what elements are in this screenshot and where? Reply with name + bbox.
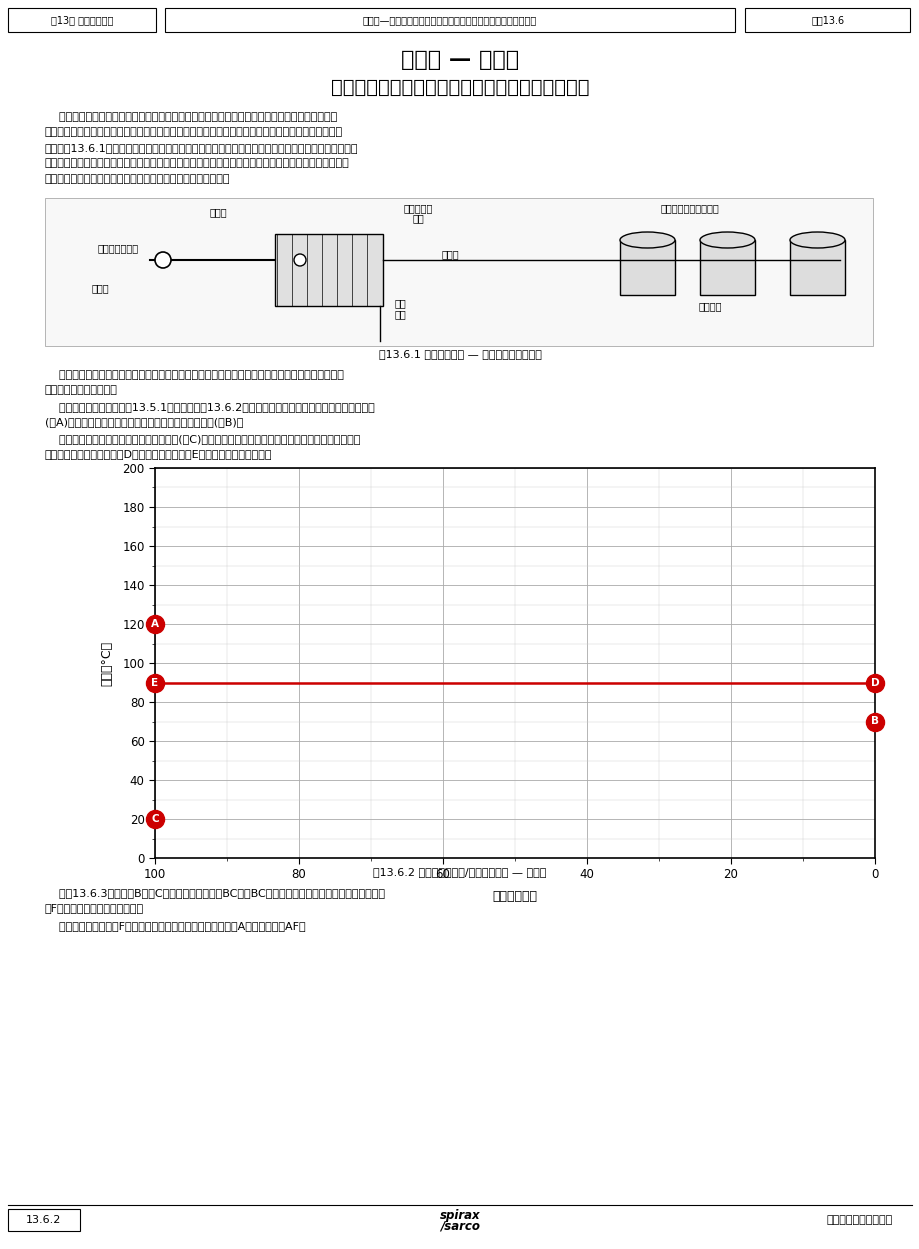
Text: B: B (870, 717, 878, 727)
Text: 热水: 热水 (412, 214, 424, 224)
Text: E: E (152, 677, 158, 687)
Bar (8, 1209, 80, 1232)
Text: 罐或槽提供供热水的系统。每个罐通过一个开关控制的球阀或调节阀控制，进入的热水不再返回到换热: 罐或槽提供供热水的系统。每个罐通过一个开关控制的球阀或调节阀控制，进入的热水不再… (45, 127, 343, 137)
Text: 二次侧流体入口和出口温度恒定、流量改变的状况: 二次侧流体入口和出口温度恒定、流量改变的状况 (331, 77, 588, 96)
Text: 于F点，代表二次侧的平均温度。: 于F点，代表二次侧的平均温度。 (45, 903, 144, 913)
Text: 失流图 — 适用于: 失流图 — 适用于 (401, 50, 518, 70)
Text: C: C (151, 814, 159, 824)
Text: (点A)。在右侧纵轴上标出需要的二次侧流体的出口温度(点B)。: (点A)。在右侧纵轴上标出需要的二次侧流体的出口温度(点B)。 (45, 417, 244, 427)
Text: 第13章 冷凝水的排除: 第13章 冷凝水的排除 (51, 15, 113, 25)
Ellipse shape (619, 232, 675, 249)
Bar (45, 199, 872, 346)
Text: 并不是所有的换热器在运行时二次侧流体的流量都是恒定的。一些典型的应用，例如为几台制程: 并不是所有的换热器在运行时二次侧流体的流量都是恒定的。一些典型的应用，例如为几台… (45, 112, 337, 122)
Bar (699, 240, 754, 295)
Circle shape (154, 252, 171, 269)
Text: 失流图同样也可以适用于这类系统，但其绘制方法与二次侧流体流量恒定系统的失流图有稍微的不: 失流图同样也可以适用于这类系统，但其绘制方法与二次侧流体流量恒定系统的失流图有稍… (45, 370, 344, 380)
Y-axis label: 温度（°C）: 温度（°C） (101, 641, 114, 686)
Text: A: A (151, 620, 159, 629)
Ellipse shape (789, 232, 844, 249)
Text: 感应器: 感应器 (441, 249, 459, 259)
Text: 失流图—适用于二次侧流体入口和出口温度恒定，流量改变的状况: 失流图—适用于二次侧流体入口和出口温度恒定，流量改变的状况 (362, 15, 537, 25)
Bar (165, 7, 734, 32)
Text: 如图13.6.3，连接点B和点C构成二次侧的负荷线BC。在BC线的中点处绘制一水平线与右侧纵轴相交: 如图13.6.3，连接点B和点C构成二次侧的负荷线BC。在BC线的中点处绘制一水… (45, 888, 384, 898)
Text: 从二次侧平均温度点F处作一直线与换热器满负荷时的温度点A相连，构成线AF。: 从二次侧平均温度点F处作一直线与换热器满负荷时的温度点A相连，构成线AF。 (45, 921, 305, 931)
Text: 在左侧纵轴上标出二次侧流体的入口温度(点C)。同时需要在图上标出一条水平线，代表系统的背压。: 在左侧纵轴上标出二次侧流体的入口温度(点C)。同时需要在图上标出一条水平线，代表… (45, 433, 360, 443)
Text: spirax: spirax (439, 1209, 480, 1222)
Text: 蒸汽和冷凝水系统手册: 蒸汽和冷凝水系统手册 (826, 1215, 892, 1225)
Bar (619, 240, 675, 295)
Text: 该水平线与右侧纵轴交于点D，与左侧纵轴交于点E，两点对应的温度相同。: 该水平线与右侧纵轴交于点D，与左侧纵轴交于点E，两点对应的温度相同。 (45, 450, 272, 460)
Text: 冷水: 冷水 (393, 299, 405, 309)
Text: 控制器: 控制器 (209, 207, 227, 217)
Text: 同。具体方法如下所述：: 同。具体方法如下所述： (45, 386, 118, 396)
Circle shape (294, 254, 306, 266)
Text: 每个容器前都有切断阀: 每个容器前都有切断阀 (660, 204, 719, 214)
Text: 图13.6.1 管壳式换热器 — 二次侧流体流量变化: 图13.6.1 管壳式换热器 — 二次侧流体流量变化 (378, 348, 541, 358)
Text: /sarco: /sarco (439, 1219, 480, 1233)
Bar (8, 7, 156, 32)
Text: 补充: 补充 (393, 309, 405, 318)
Text: 图13.6.2 二次侧流量变化/入口温度恒定 — 第一步: 图13.6.2 二次侧流量变化/入口温度恒定 — 第一步 (373, 867, 546, 877)
Text: 绘制失流图的第一步与例13.5.1中相似。在图13.6.2左侧的纵轴上标出换热器满负荷时的蒸汽温度: 绘制失流图的第一步与例13.5.1中相似。在图13.6.2左侧的纵轴上标出换热器… (45, 402, 374, 412)
Text: 阀用于控制二次侧出口热水的温度。冷水由供水主管补充，随季节不同水温也会发生变化。在研究失流工: 阀用于控制二次侧出口热水的温度。冷水由供水主管补充，随季节不同水温也会发生变化。… (45, 159, 349, 169)
Text: 章节13.6: 章节13.6 (811, 15, 844, 25)
Text: 况时，补给水最低可能的温度应作为一个重要的因素加以考虑。: 况时，补给水最低可能的温度应作为一个重要的因素加以考虑。 (45, 174, 231, 184)
Text: D: D (869, 677, 879, 687)
Text: 13.6.2: 13.6.2 (27, 1215, 62, 1225)
Text: 制程容器: 制程容器 (698, 301, 721, 311)
Ellipse shape (699, 232, 754, 249)
Text: 换热器蒸汽入口: 换热器蒸汽入口 (97, 244, 139, 254)
X-axis label: 热负荷百分比: 热负荷百分比 (492, 889, 537, 903)
Text: 供应制程的: 供应制程的 (403, 204, 432, 214)
Bar (275, 234, 382, 306)
Bar (744, 7, 909, 32)
Text: 冷凝水: 冷凝水 (91, 284, 108, 294)
Bar (789, 240, 844, 295)
Text: 器。如图13.6.1所示，需要多少热水就会有多少冷水补充进换热器。换热器蒸汽入口侧安装了一台调节: 器。如图13.6.1所示，需要多少热水就会有多少冷水补充进换热器。换热器蒸汽入口… (45, 142, 358, 152)
